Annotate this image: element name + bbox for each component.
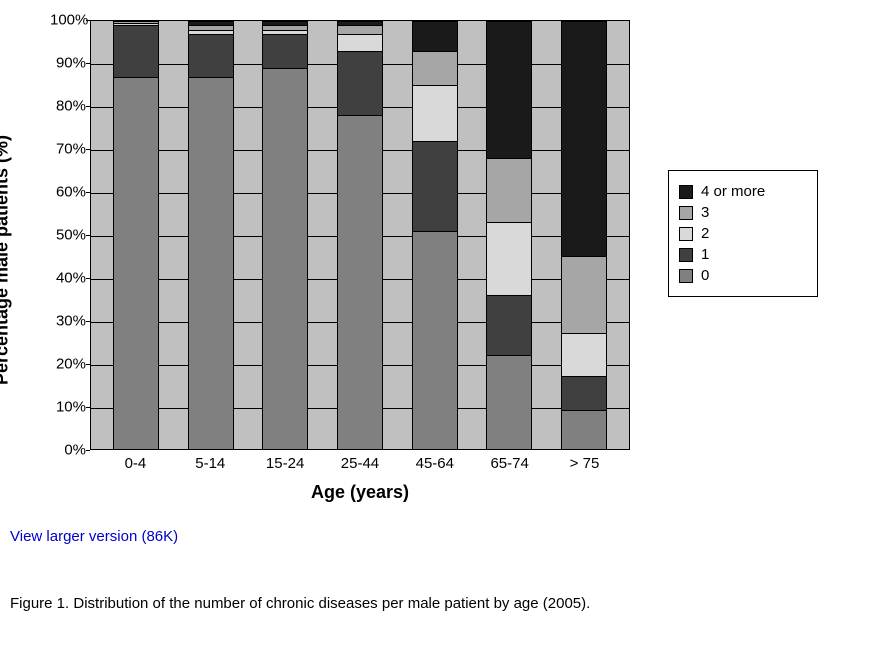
legend-label: 4 or more bbox=[701, 183, 765, 200]
bar-segment bbox=[413, 231, 457, 449]
plot-area bbox=[90, 20, 630, 450]
y-tick-label: 60% bbox=[50, 184, 86, 201]
bar-segment bbox=[114, 25, 158, 76]
bar-segment bbox=[413, 85, 457, 141]
bar-segment bbox=[338, 115, 382, 449]
bar-segment bbox=[338, 51, 382, 115]
y-axis-label: Percentage male patients (%) bbox=[0, 135, 13, 385]
figure-container: Percentage male patients (%) 0%10%20%30%… bbox=[10, 10, 871, 612]
legend-item: 2 bbox=[679, 225, 803, 242]
bar bbox=[486, 21, 532, 449]
bar-segment bbox=[562, 333, 606, 376]
bar-segment bbox=[562, 410, 606, 449]
x-tick-label: 5-14 bbox=[180, 455, 240, 472]
y-tick-label: 40% bbox=[50, 270, 86, 287]
bar bbox=[188, 21, 234, 449]
legend-item: 3 bbox=[679, 204, 803, 221]
view-larger-link-row: View larger version (86K) bbox=[10, 528, 871, 545]
bar-segment bbox=[487, 355, 531, 449]
x-axis-ticks: 0-4 5-14 15-24 25-44 45-64 65-74 > 75 bbox=[90, 455, 630, 472]
y-tick-label: 80% bbox=[50, 98, 86, 115]
legend-label: 3 bbox=[701, 204, 709, 221]
view-larger-link[interactable]: View larger version bbox=[10, 528, 137, 545]
bar bbox=[262, 21, 308, 449]
legend-swatch bbox=[679, 248, 693, 262]
bars-container bbox=[91, 21, 629, 449]
legend-label: 0 bbox=[701, 267, 709, 284]
chart-row: Percentage male patients (%) 0%10%20%30%… bbox=[10, 10, 871, 510]
figure-caption: Figure 1. Distribution of the number of … bbox=[10, 595, 871, 612]
x-axis-label: Age (years) bbox=[90, 482, 630, 503]
bar-segment bbox=[487, 295, 531, 355]
y-tick-label: 30% bbox=[50, 313, 86, 330]
bar-segment bbox=[114, 77, 158, 449]
legend-label: 1 bbox=[701, 246, 709, 263]
y-tick-label: 90% bbox=[50, 55, 86, 72]
legend-swatch bbox=[679, 185, 693, 199]
x-tick-label: 65-74 bbox=[480, 455, 540, 472]
bar-segment bbox=[487, 222, 531, 295]
bar-segment bbox=[413, 21, 457, 51]
bar-segment bbox=[562, 21, 606, 256]
bar-segment bbox=[562, 256, 606, 333]
y-tick-label: 50% bbox=[50, 227, 86, 244]
legend-swatch bbox=[679, 269, 693, 283]
y-tick-label: 100% bbox=[50, 12, 86, 29]
x-tick-label: 45-64 bbox=[405, 455, 465, 472]
y-tick-label: 0% bbox=[50, 442, 86, 459]
y-tick-mark bbox=[86, 450, 90, 451]
bar-segment bbox=[562, 376, 606, 410]
bar bbox=[561, 21, 607, 449]
bar-segment bbox=[189, 77, 233, 449]
bar-segment bbox=[189, 34, 233, 77]
bar-segment bbox=[263, 68, 307, 449]
bar-segment bbox=[413, 141, 457, 231]
bar-segment bbox=[338, 34, 382, 51]
x-tick-label: > 75 bbox=[554, 455, 614, 472]
x-tick-label: 15-24 bbox=[255, 455, 315, 472]
bar-segment bbox=[487, 158, 531, 222]
bar-segment bbox=[338, 25, 382, 34]
bar bbox=[412, 21, 458, 449]
view-larger-size: (86K) bbox=[141, 528, 178, 545]
legend-item: 0 bbox=[679, 267, 803, 284]
chart: Percentage male patients (%) 0%10%20%30%… bbox=[10, 10, 650, 510]
view-larger-link-text: View larger version bbox=[10, 528, 137, 545]
legend-item: 4 or more bbox=[679, 183, 803, 200]
bar-segment bbox=[487, 21, 531, 158]
bar-segment bbox=[263, 34, 307, 68]
y-tick-label: 20% bbox=[50, 356, 86, 373]
y-tick-label: 10% bbox=[50, 399, 86, 416]
bar bbox=[113, 21, 159, 449]
y-tick-label: 70% bbox=[50, 141, 86, 158]
legend: 4 or more 3 2 1 0 bbox=[668, 170, 818, 297]
x-tick-label: 0-4 bbox=[105, 455, 165, 472]
bar-segment bbox=[413, 51, 457, 85]
legend-item: 1 bbox=[679, 246, 803, 263]
legend-swatch bbox=[679, 206, 693, 220]
x-tick-label: 25-44 bbox=[330, 455, 390, 472]
legend-swatch bbox=[679, 227, 693, 241]
legend-label: 2 bbox=[701, 225, 709, 242]
bar bbox=[337, 21, 383, 449]
